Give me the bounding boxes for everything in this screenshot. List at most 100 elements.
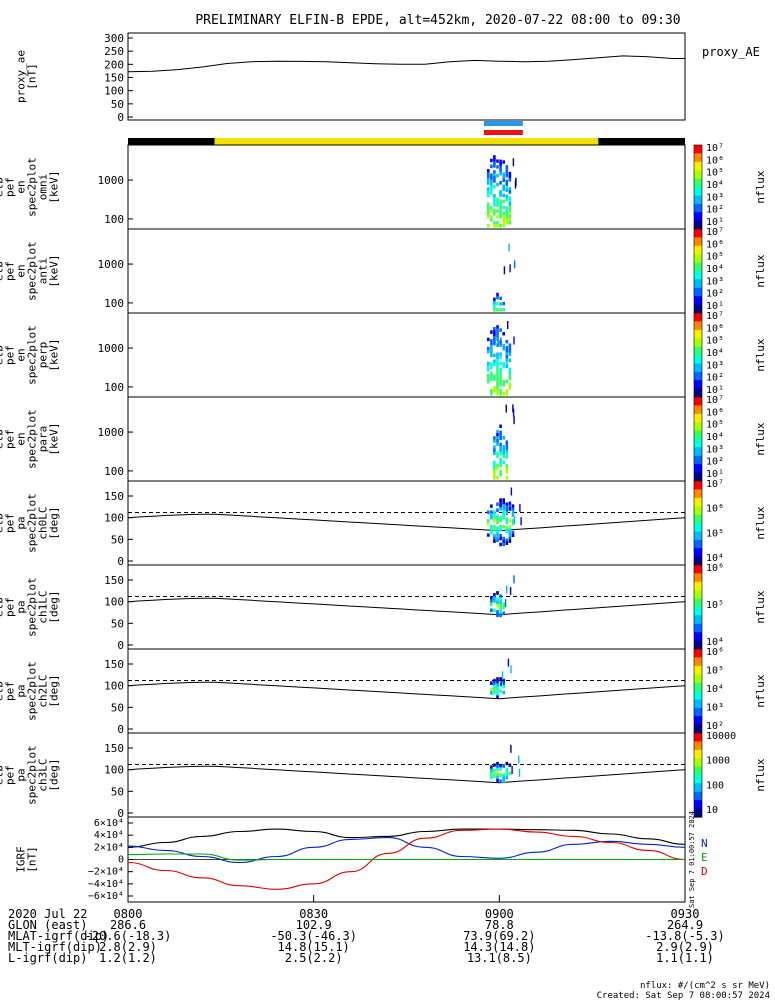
colorbar-swatch [694, 506, 702, 511]
heatmap-cell [508, 771, 512, 776]
heatmap-cell [508, 220, 512, 225]
heatmap-cell [490, 768, 493, 773]
heatmap-cell [493, 475, 496, 480]
heatmap-cell [496, 778, 499, 783]
colorbar-swatch [694, 313, 702, 318]
x-row-value: 14.8(15.1) [278, 940, 350, 954]
heatmap-cell [499, 308, 502, 312]
heatmap-cell [496, 203, 499, 207]
heatmap-cell [487, 379, 490, 384]
colorbar-swatch [694, 569, 702, 574]
heatmap-cell [493, 374, 496, 378]
colorbar-swatch [694, 510, 702, 516]
heatmap-cell [499, 424, 502, 428]
x-row-value: 102.9 [296, 918, 332, 932]
heatmap-cell [487, 510, 490, 514]
heatmap-cell [499, 507, 502, 511]
colorbar-swatch [694, 615, 702, 621]
colorbar-tick-label: 10⁵ [706, 336, 724, 347]
x-row-label: MLT-igrf(dip) [8, 940, 102, 954]
heatmap-cell [512, 404, 514, 413]
colorbar-swatch [694, 258, 702, 264]
heatmap-cell [493, 179, 496, 183]
x-row-label: MLAT-igrf(dip) [8, 929, 109, 943]
heatmap-cell [496, 373, 499, 378]
colorbar-tick-label: 10⁶ [706, 323, 724, 334]
colorbar-tick-label: 10² [706, 289, 724, 300]
heatmap-cell [487, 181, 490, 185]
colorbar-label: nflux [754, 422, 767, 455]
heatmap-cell [502, 681, 505, 686]
heatmap-cell [496, 686, 499, 690]
heatmap-cell [499, 779, 502, 784]
heatmap-cell [487, 519, 490, 523]
colorbar-swatch [694, 342, 702, 348]
colorbar-swatch [694, 434, 702, 440]
heatmap-cell [499, 516, 502, 520]
colorbar-tick-label: 10⁶ [706, 407, 724, 418]
heatmap-cell [487, 190, 490, 194]
heatmap-cell [505, 185, 509, 190]
colorbar-swatch [694, 640, 702, 646]
colorbar-tick-label: 10² [706, 205, 724, 216]
y-axis-label: para [37, 426, 50, 453]
colorbar-swatch [694, 384, 702, 390]
heatmap-cell [490, 351, 493, 355]
colorbar-swatch [694, 611, 702, 616]
colorbar-swatch [694, 527, 702, 532]
panels-group: 300250200150100500proxy_ae[nT]proxy_AE10… [0, 32, 767, 908]
heatmap-cell [496, 361, 499, 366]
heatmap-cell [490, 771, 493, 776]
heatmap-cell [496, 603, 499, 608]
colorbar-swatch [694, 783, 702, 789]
colorbar-swatch [694, 535, 702, 541]
colorbar-swatch [694, 422, 702, 427]
heatmap-cell [496, 379, 499, 384]
heatmap-cell [518, 768, 521, 777]
panel-frame [127, 732, 686, 818]
heatmap-cell [508, 373, 512, 378]
colorbar-swatch [694, 762, 702, 768]
y-tick-label: 0 [117, 639, 124, 652]
heatmap-cell [496, 370, 499, 375]
heatmap-cell [493, 332, 496, 337]
heatmap-cell [493, 304, 496, 309]
y-tick-label: 100 [104, 680, 124, 693]
y-axis-label: spec2plot [26, 745, 39, 805]
y-axis-label: pa [15, 516, 28, 529]
heatmap-cell [493, 389, 496, 393]
heatmap-cell [499, 527, 502, 532]
heatmap-cell [512, 158, 515, 167]
colorbar-tick-label: 10³ [706, 192, 724, 203]
heatmap-cell [502, 451, 505, 455]
colorbar-swatch [694, 296, 702, 301]
heatmap-cell [508, 196, 512, 200]
y-axis-label: [deg] [48, 590, 61, 623]
heatmap-cell [496, 600, 499, 605]
colorbar-swatch [694, 636, 702, 642]
heatmap-cell [511, 504, 515, 508]
y-tick-label: 4×10⁴ [94, 830, 124, 841]
heatmap-cell [493, 158, 496, 162]
heatmap-cell [496, 683, 499, 687]
colorbar-swatch [694, 304, 702, 310]
colorbar-swatch [694, 195, 702, 201]
heatmap-cell [505, 364, 509, 368]
heatmap-cell [496, 182, 499, 187]
colorbar-swatch [694, 712, 702, 717]
y-axis-label: ch0LC [37, 506, 50, 539]
colorbar-swatch [694, 279, 702, 285]
heatmap-cell [493, 472, 496, 477]
colorbar-swatch [694, 455, 702, 461]
colorbar-swatch [694, 812, 702, 818]
heatmap-cell [499, 533, 502, 538]
heatmap-cell [502, 307, 505, 312]
colorbar-tick-label: 10⁷ [706, 479, 724, 490]
heatmap-cell [493, 173, 496, 177]
y-axis-label: ch3LC [37, 758, 50, 791]
heatmap-cell [508, 524, 512, 529]
colorbar-swatch [694, 346, 702, 352]
colorbar-swatch [694, 157, 702, 163]
heatmap-cell [496, 367, 499, 372]
